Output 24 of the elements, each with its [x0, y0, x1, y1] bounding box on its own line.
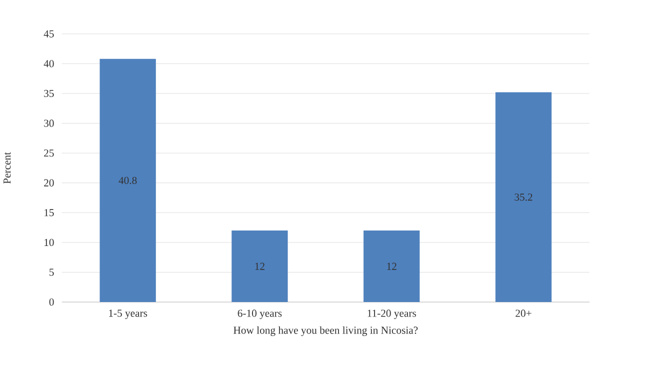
- x-tick-label: 20+: [516, 310, 532, 317]
- bar: [364, 230, 420, 302]
- data-label: 12: [387, 262, 396, 270]
- x-tick-label: 11-20 years: [368, 310, 416, 320]
- y-tick-label: 0: [49, 298, 54, 306]
- x-tick-label: 1-5 years: [109, 310, 148, 319]
- y-tick-label: 40: [44, 60, 54, 68]
- y-tick-label: 20: [44, 179, 54, 186]
- data-label: 35.2: [514, 194, 532, 201]
- x-axis-title: How long have you been living in Nicosia?: [234, 326, 418, 336]
- y-tick-label: 15: [44, 209, 54, 216]
- data-label: 12: [255, 262, 264, 270]
- y-tick-label: 45: [44, 30, 54, 38]
- y-tick-label: 35: [44, 90, 54, 98]
- y-tick-label: 5: [50, 268, 54, 276]
- bar: [232, 230, 288, 302]
- y-tick-label: 30: [44, 120, 54, 127]
- y-tick-label: 10: [44, 238, 54, 246]
- y-tick-label: 25: [44, 149, 54, 157]
- x-tick-label: 6-10 years: [238, 310, 282, 320]
- y-axis-title: Percent: [4, 152, 11, 184]
- bar: [495, 92, 552, 302]
- data-label: 40.8: [118, 176, 137, 184]
- bar: [100, 58, 156, 302]
